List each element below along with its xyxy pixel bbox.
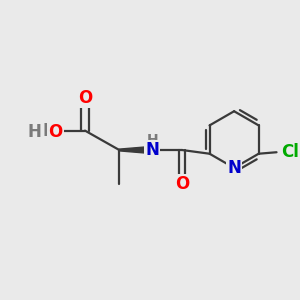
Text: O: O xyxy=(175,175,189,193)
Text: O: O xyxy=(78,89,92,107)
Text: O: O xyxy=(48,122,62,140)
Text: H: H xyxy=(146,133,158,147)
Text: N: N xyxy=(227,159,241,177)
Text: H: H xyxy=(27,122,41,140)
Text: N: N xyxy=(145,141,159,159)
Polygon shape xyxy=(119,147,145,153)
Text: Cl: Cl xyxy=(281,143,299,161)
Text: H: H xyxy=(42,122,56,140)
